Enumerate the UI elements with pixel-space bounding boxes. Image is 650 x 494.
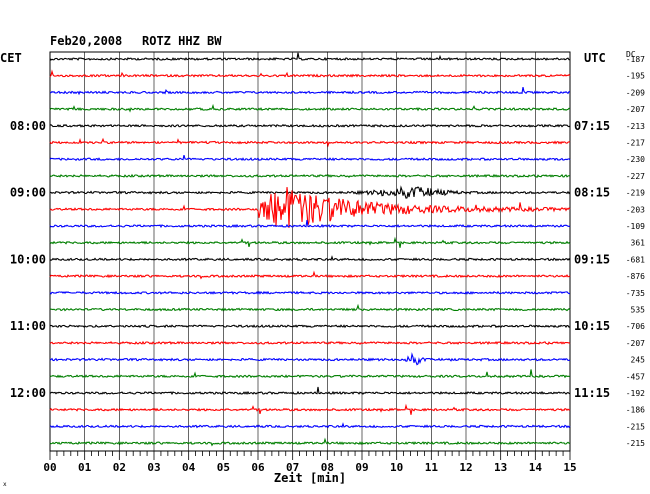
x-tick-label-3: 03 (147, 461, 160, 474)
right-time-label: 11:15 (574, 386, 610, 400)
trace-labels: 08:00 09:00 10:00 11:00 12:00 07:15 08:15 09:15… (10, 55, 645, 448)
grid (84, 52, 536, 451)
dc-offset: 535 (631, 306, 646, 315)
header-station: ROTZ HHZ BW (142, 34, 222, 48)
x-tick-label-13: 13 (494, 461, 507, 474)
dc-offset: -192 (626, 389, 645, 398)
dc-offset: -706 (626, 322, 645, 331)
left-time-label: 12:00 (10, 386, 46, 400)
x-tick-label-6: 06 (251, 461, 265, 474)
x-tick-label-1: 01 (78, 461, 92, 474)
dc-offset: -217 (626, 139, 645, 148)
trace-4 (49, 123, 571, 128)
dc-offset: -219 (626, 189, 645, 198)
trace-10 (49, 219, 571, 229)
left-timezone: CET (0, 51, 22, 65)
trace-22 (49, 422, 571, 429)
dc-offset: 361 (631, 239, 646, 248)
header-date: Feb20,2008 (50, 34, 122, 48)
traces (49, 52, 571, 447)
dc-offset: -735 (626, 289, 645, 298)
dc-offset: -213 (626, 122, 645, 131)
x-axis: 00 01 02 03 04 05 06 07 08 09 10 11 12 13 14 15 (43, 451, 577, 474)
left-time-label: 08:00 (10, 119, 46, 133)
dc-offset: -215 (626, 422, 645, 431)
dc-offset: 245 (631, 356, 646, 365)
x-tick-label-8: 08 (321, 461, 334, 474)
right-timezone: UTC (584, 51, 606, 65)
x-tick-label-9: 09 (355, 461, 368, 474)
dc-offset: -207 (626, 339, 645, 348)
dc-offset: -230 (626, 155, 645, 164)
dc-offset: -109 (626, 222, 645, 231)
trace-12 (49, 255, 571, 262)
x-tick-label-11: 11 (425, 461, 439, 474)
x-tick-label-14: 14 (529, 461, 543, 474)
trace-16 (49, 324, 571, 329)
dc-offset: -457 (626, 372, 645, 381)
left-time-label: 10:00 (10, 252, 46, 266)
dc-offset: -681 (626, 255, 645, 264)
trace-15 (49, 303, 571, 312)
trace-8 (49, 185, 571, 199)
x-tick-label-7: 07 (286, 461, 299, 474)
trace-23 (49, 437, 571, 447)
corner-mark: x (3, 481, 7, 488)
dc-offset: -876 (626, 272, 645, 281)
right-time-label: 09:15 (574, 252, 610, 266)
plot-frame (49, 51, 571, 452)
dc-offset: -203 (626, 205, 645, 214)
x-tick-label-0: 00 (43, 461, 56, 474)
left-time-label: 09:00 (10, 186, 46, 200)
trace-1 (49, 69, 571, 78)
dc-offset: -215 (626, 439, 645, 448)
trace-6 (49, 154, 571, 162)
dc-offset: -207 (626, 105, 645, 114)
trace-11 (49, 236, 571, 248)
dc-offset: -187 (626, 55, 645, 64)
x-axis-label: Zeit [min] (274, 471, 346, 485)
dc-offset: -227 (626, 172, 645, 181)
dc-offset: -195 (626, 72, 645, 81)
dc-offset: -186 (626, 406, 645, 415)
trace-9 (49, 187, 571, 228)
dc-offset: -209 (626, 88, 645, 97)
right-time-label: 10:15 (574, 319, 610, 333)
right-time-label: 08:15 (574, 186, 610, 200)
dc-label: DC (626, 50, 636, 59)
right-time-label: 07:15 (574, 119, 610, 133)
trace-17 (49, 340, 571, 346)
trace-0 (49, 52, 570, 62)
x-tick-label-15: 15 (563, 461, 576, 474)
trace-5 (49, 137, 571, 148)
x-tick-label-4: 04 (182, 461, 196, 474)
trace-20 (49, 386, 571, 396)
x-tick-label-2: 02 (113, 461, 126, 474)
left-time-label: 11:00 (10, 319, 46, 333)
trace-2 (49, 86, 571, 96)
trace-13 (49, 270, 571, 280)
x-tick-label-10: 10 (390, 461, 403, 474)
trace-14 (49, 290, 570, 295)
x-tick-label-12: 12 (459, 461, 472, 474)
trace-19 (49, 369, 571, 379)
trace-3 (49, 103, 571, 113)
trace-18 (49, 352, 571, 366)
x-tick-label-5: 05 (217, 461, 230, 474)
trace-7 (49, 173, 571, 179)
trace-21 (49, 403, 571, 415)
